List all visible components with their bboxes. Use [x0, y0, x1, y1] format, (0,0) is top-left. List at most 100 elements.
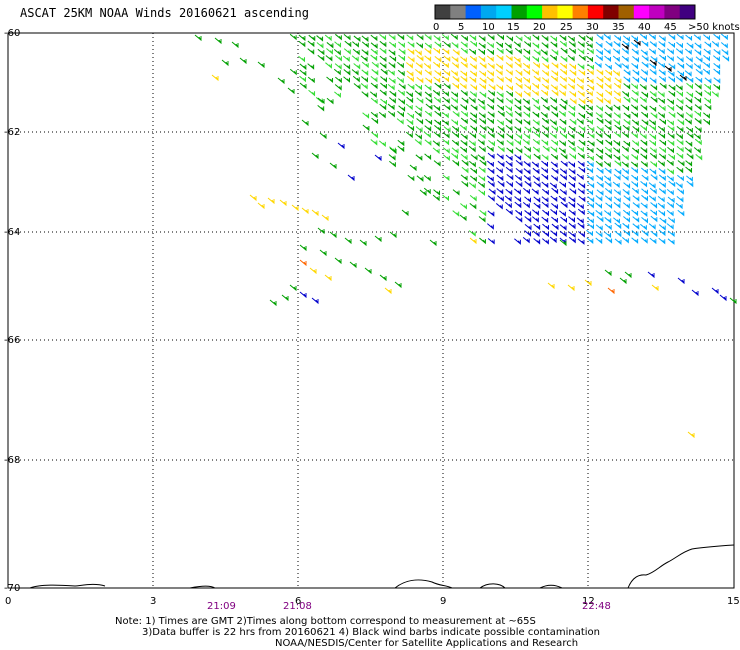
wind-barb	[704, 89, 711, 97]
wind-barb	[335, 33, 342, 41]
wind-barb	[568, 222, 576, 230]
wind-barb	[371, 131, 378, 139]
wind-barb	[389, 160, 396, 168]
wind-barb	[578, 98, 586, 105]
legend-swatch	[587, 5, 604, 19]
wind-barb	[595, 131, 603, 139]
wind-barb	[604, 187, 612, 195]
wind-barb	[361, 69, 369, 76]
wind-barb	[415, 62, 423, 69]
wind-barb	[623, 83, 631, 90]
wind-barb	[533, 202, 541, 210]
wind-barb	[343, 48, 351, 55]
wind-barb	[470, 112, 477, 119]
wind-barb	[469, 34, 477, 41]
wind-barb	[667, 196, 675, 204]
wind-barb	[379, 62, 387, 69]
wind-barb	[515, 159, 523, 167]
wind-barb	[550, 96, 557, 104]
wind-barb	[523, 161, 531, 168]
wind-barb	[704, 97, 711, 104]
wind-barb	[687, 431, 695, 439]
wind-barb	[686, 153, 694, 160]
wind-barb	[604, 132, 611, 140]
legend-swatch	[496, 5, 512, 19]
wind-barb	[632, 202, 640, 209]
wind-barb	[486, 145, 494, 153]
wind-barb	[407, 112, 414, 120]
wind-barb	[648, 223, 656, 230]
wind-barb	[595, 41, 603, 49]
wind-barb	[299, 244, 307, 252]
wind-barb	[614, 160, 622, 167]
wind-barb	[577, 90, 585, 98]
wind-barb	[541, 89, 548, 97]
wind-barb	[524, 196, 531, 203]
wind-barb	[301, 119, 309, 127]
wind-barb	[496, 174, 504, 182]
wind-barb	[596, 174, 603, 182]
wind-barb	[291, 204, 299, 212]
wind-barb	[523, 119, 531, 126]
pass-time-1: 21:09	[207, 601, 236, 612]
wind-barb	[522, 236, 530, 244]
wind-barb	[649, 187, 657, 195]
wind-barb	[621, 55, 629, 63]
wind-barb	[334, 63, 342, 70]
wind-barb	[522, 62, 530, 70]
wind-barb	[639, 83, 647, 91]
wind-barb	[469, 76, 477, 84]
wind-barb	[595, 237, 603, 245]
wind-barb	[568, 110, 576, 118]
wind-barb	[396, 77, 404, 84]
wind-barb	[397, 89, 405, 97]
wind-barb	[433, 131, 441, 139]
wind-barb	[533, 196, 541, 203]
wind-barb	[505, 154, 513, 162]
wind-barb	[595, 195, 603, 202]
wind-barb	[533, 181, 541, 188]
wind-barb	[614, 168, 622, 176]
wind-barb	[333, 68, 341, 76]
wind-barb	[658, 168, 666, 175]
wind-barb	[317, 48, 325, 56]
wind-barb	[631, 181, 639, 188]
wind-barb	[719, 294, 727, 302]
wind-barb	[622, 209, 630, 217]
wind-barb	[433, 189, 441, 196]
wind-barb	[361, 61, 369, 69]
wind-barb	[424, 84, 432, 91]
wind-barb	[401, 209, 409, 217]
wind-barb	[479, 62, 487, 69]
wind-barb	[704, 77, 712, 84]
wind-barb	[578, 112, 586, 120]
wind-barb	[389, 147, 397, 155]
wind-barb	[667, 238, 675, 245]
wind-barb	[613, 90, 621, 97]
wind-barb	[613, 189, 621, 196]
wind-barb	[559, 103, 567, 111]
wind-barb	[370, 48, 378, 56]
wind-barb	[364, 267, 372, 275]
wind-barb	[289, 33, 297, 41]
wind-barb	[585, 104, 593, 111]
wind-barb	[596, 126, 604, 133]
wind-barb	[650, 161, 657, 168]
wind-barb	[560, 160, 568, 168]
wind-barb	[603, 98, 611, 105]
wind-barb	[684, 118, 692, 125]
wind-barb	[675, 76, 683, 83]
wind-barb	[451, 153, 458, 160]
wind-barb	[460, 70, 468, 77]
wind-barb	[550, 35, 558, 42]
wind-barb	[596, 76, 604, 83]
wind-barb	[676, 33, 684, 41]
wind-barb	[488, 188, 496, 195]
wind-barb	[614, 77, 622, 84]
wind-barb	[460, 174, 468, 181]
wind-barb	[487, 97, 495, 104]
wind-barb	[451, 119, 458, 126]
wind-barb	[559, 224, 567, 231]
wind-barb	[657, 47, 665, 55]
wind-barb	[622, 124, 630, 132]
